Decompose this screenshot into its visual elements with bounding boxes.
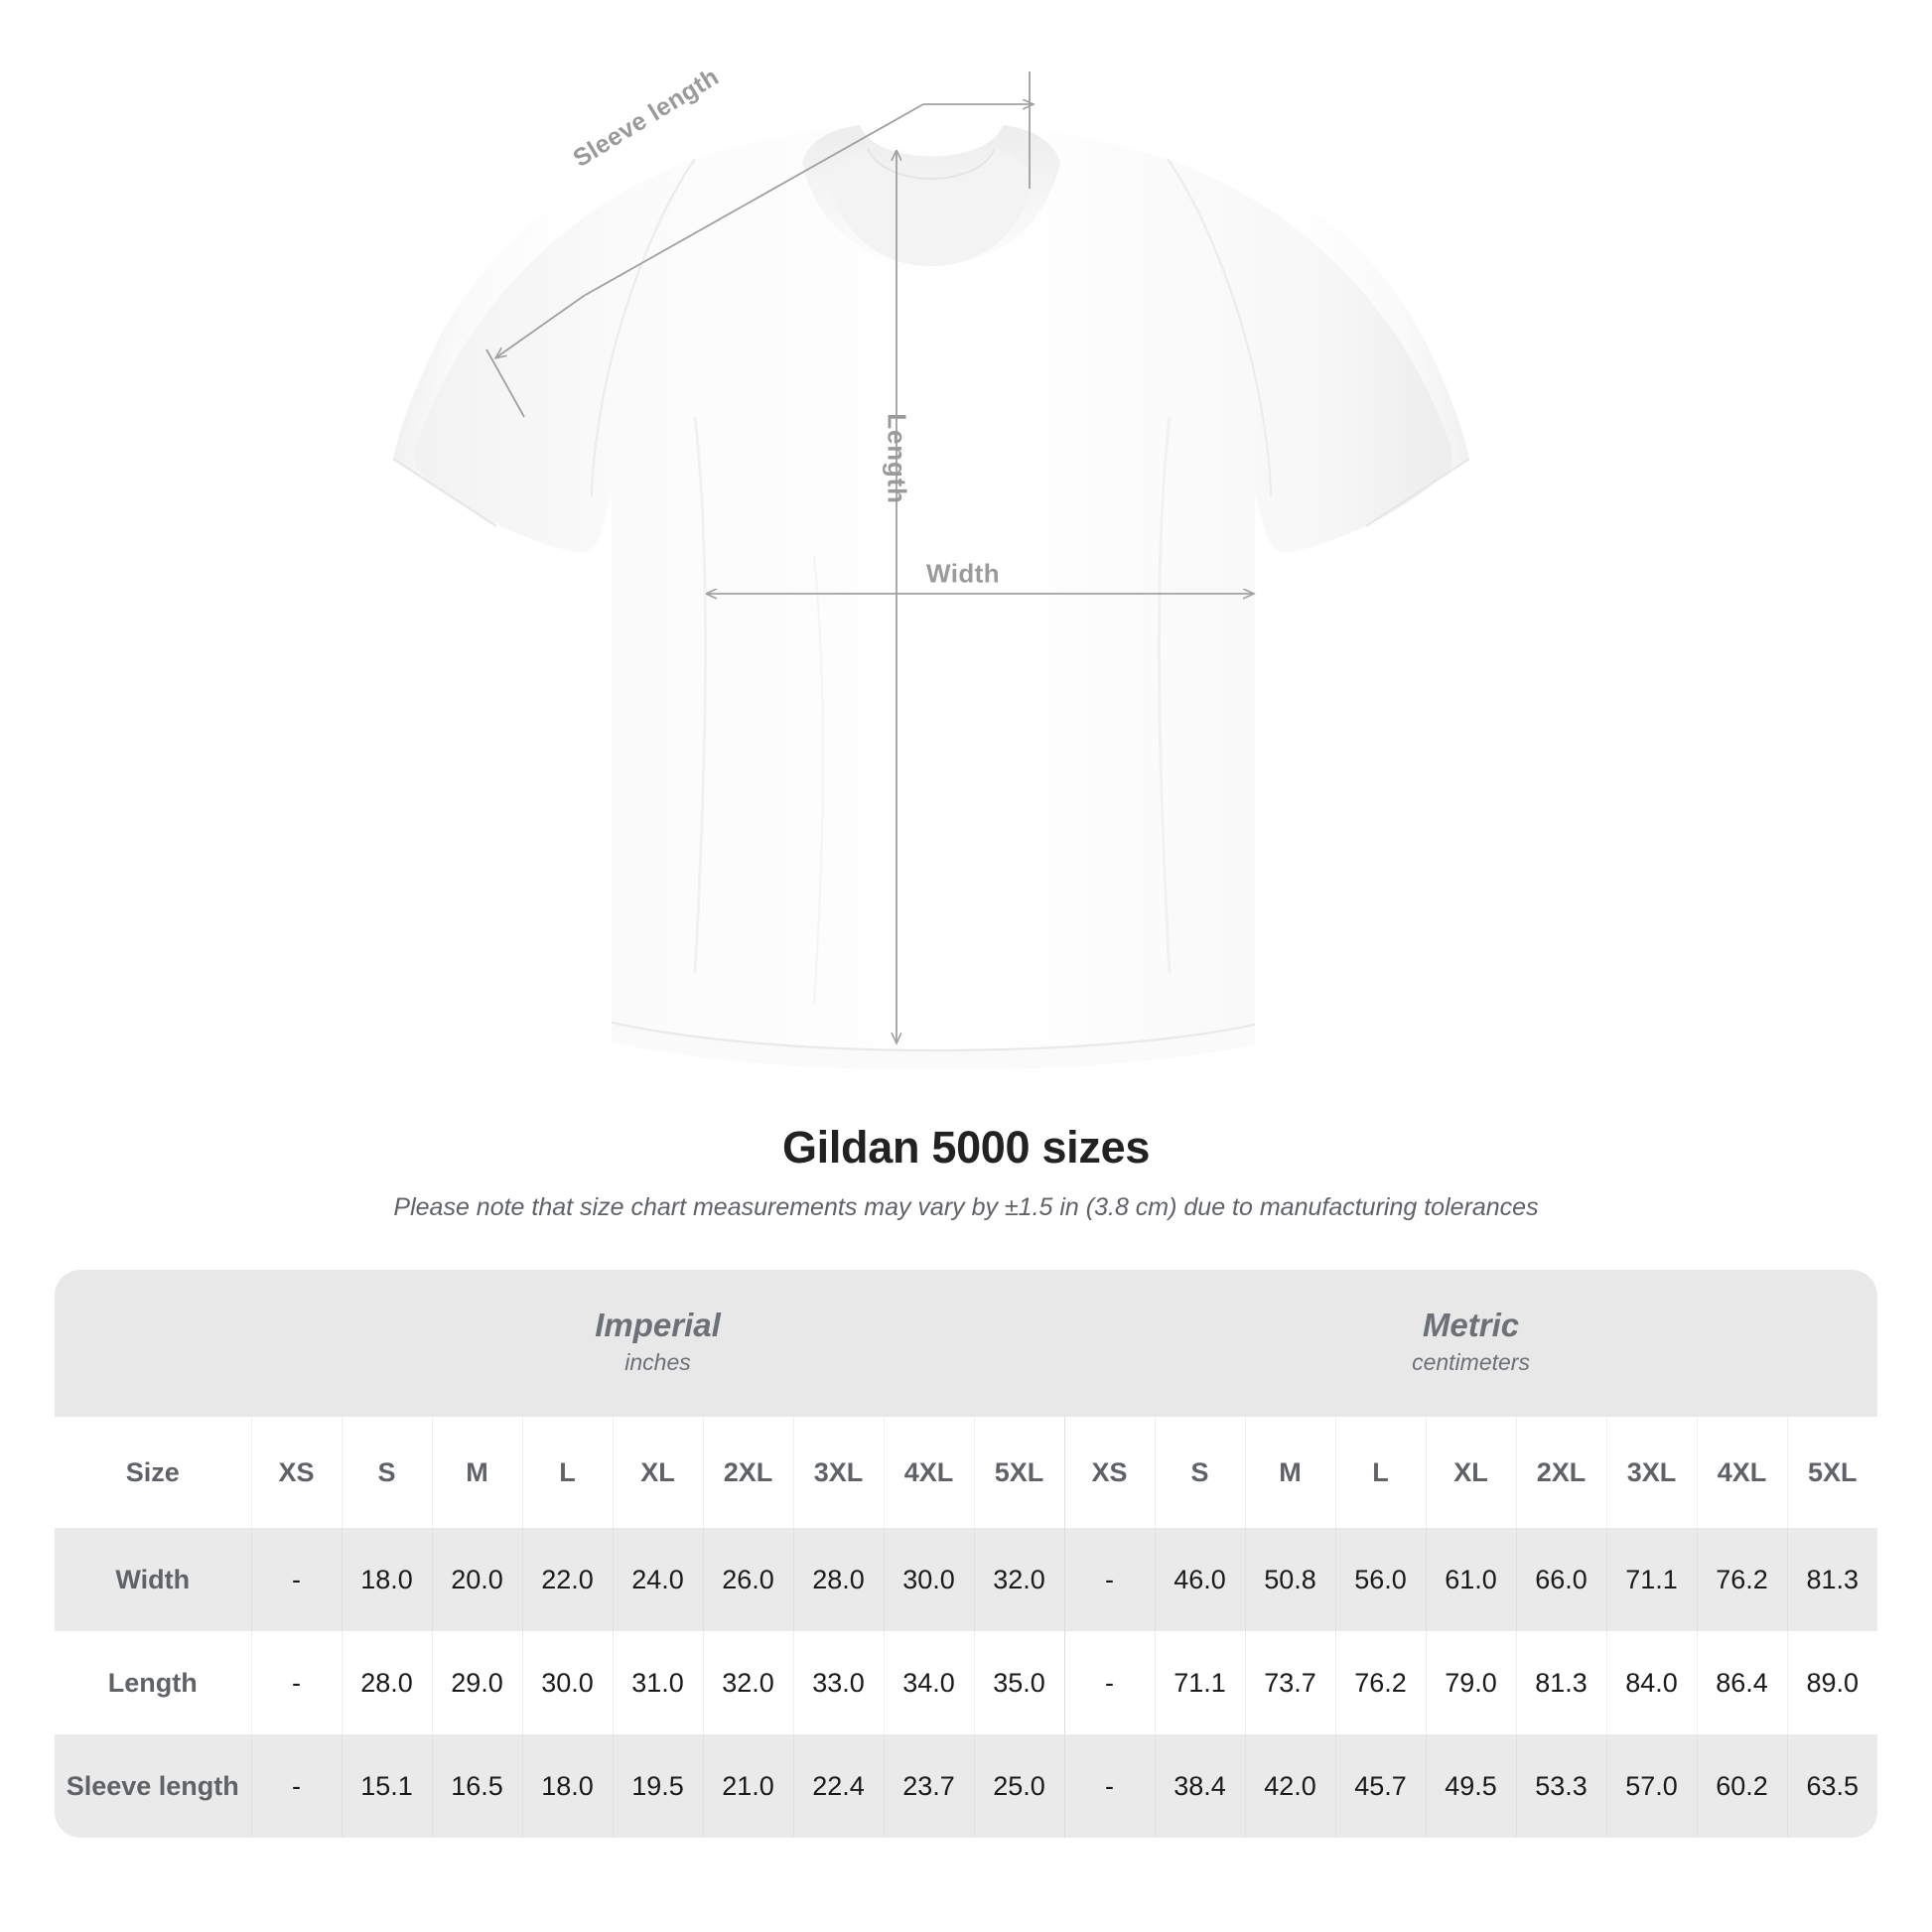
- cell-length-imperial-xs: -: [250, 1631, 342, 1734]
- cell-width-metric-3xl: 71.1: [1605, 1528, 1697, 1631]
- cell-length-imperial-4xl: 34.0: [883, 1631, 974, 1734]
- size-col-imperial-5xl: 5XL: [973, 1417, 1064, 1528]
- chart-heading-block: Gildan 5000 sizes Please note that size …: [0, 1122, 1932, 1222]
- cell-sleeve-imperial-l: 18.0: [521, 1734, 613, 1838]
- sleeve-length-dimension: [485, 71, 1033, 418]
- size-col-metric-3xl: 3XL: [1605, 1417, 1697, 1528]
- cell-width-imperial-2xl: 26.0: [702, 1528, 793, 1631]
- unit-name-metric: Metric: [1422, 1307, 1520, 1344]
- cell-sleeve-metric-5xl: 63.5: [1786, 1734, 1878, 1838]
- size-col-imperial-s: S: [341, 1417, 432, 1528]
- cell-width-imperial-s: 18.0: [341, 1528, 432, 1631]
- size-chart-table-wrapper: Imperial inches Metric centimeters Size …: [55, 1270, 1878, 1838]
- size-col-imperial-m: M: [431, 1417, 522, 1528]
- unit-group-metric: Metric centimeters: [1064, 1270, 1878, 1417]
- cell-width-imperial-l: 22.0: [521, 1528, 613, 1631]
- cell-sleeve-imperial-s: 15.1: [341, 1734, 432, 1838]
- size-col-imperial-3xl: 3XL: [792, 1417, 884, 1528]
- cell-length-metric-5xl: 89.0: [1786, 1631, 1878, 1734]
- tshirt-body-shape: [392, 125, 1470, 1070]
- cell-width-metric-m: 50.8: [1244, 1528, 1335, 1631]
- cell-sleeve-metric-3xl: 57.0: [1605, 1734, 1697, 1838]
- cell-length-imperial-5xl: 35.0: [973, 1631, 1064, 1734]
- cell-width-imperial-xl: 24.0: [612, 1528, 703, 1631]
- cell-sleeve-metric-m: 42.0: [1244, 1734, 1335, 1838]
- cell-length-metric-s: 71.1: [1154, 1631, 1245, 1734]
- cell-sleeve-metric-s: 38.4: [1154, 1734, 1245, 1838]
- cell-sleeve-imperial-5xl: 25.0: [973, 1734, 1064, 1838]
- cell-width-imperial-m: 20.0: [431, 1528, 522, 1631]
- size-header-row: Size XS S M L XL 2XL 3XL 4XL 5XL XS S M …: [55, 1417, 1878, 1528]
- cell-sleeve-imperial-xs: -: [250, 1734, 342, 1838]
- size-col-metric-4xl: 4XL: [1696, 1417, 1787, 1528]
- size-col-metric-m: M: [1244, 1417, 1335, 1528]
- size-chart-table: Imperial inches Metric centimeters Size …: [55, 1270, 1878, 1838]
- cell-sleeve-metric-l: 45.7: [1334, 1734, 1426, 1838]
- cell-sleeve-imperial-3xl: 22.4: [792, 1734, 884, 1838]
- unit-band-row: Imperial inches Metric centimeters: [55, 1270, 1878, 1417]
- tolerance-note: Please note that size chart measurements…: [393, 1193, 1539, 1221]
- cell-length-metric-m: 73.7: [1244, 1631, 1335, 1734]
- cell-width-metric-s: 46.0: [1154, 1528, 1245, 1631]
- size-col-metric-xs: XS: [1063, 1417, 1155, 1528]
- cell-width-metric-xs: -: [1063, 1528, 1155, 1631]
- size-col-imperial-4xl: 4XL: [883, 1417, 974, 1528]
- cell-width-metric-2xl: 66.0: [1515, 1528, 1606, 1631]
- cell-sleeve-metric-xl: 49.5: [1425, 1734, 1516, 1838]
- size-col-imperial-2xl: 2XL: [702, 1417, 793, 1528]
- cell-sleeve-metric-4xl: 60.2: [1696, 1734, 1787, 1838]
- size-col-metric-l: L: [1334, 1417, 1426, 1528]
- unit-name-imperial: Imperial: [595, 1307, 721, 1344]
- cell-length-imperial-xl: 31.0: [612, 1631, 703, 1734]
- row-header-length: Length: [55, 1631, 251, 1734]
- size-col-metric-s: S: [1154, 1417, 1245, 1528]
- cell-length-imperial-m: 29.0: [431, 1631, 522, 1734]
- row-header-sleeve-length: Sleeve length: [55, 1734, 251, 1838]
- cell-sleeve-imperial-2xl: 21.0: [702, 1734, 793, 1838]
- cell-width-imperial-5xl: 32.0: [973, 1528, 1064, 1631]
- cell-length-metric-xs: -: [1063, 1631, 1155, 1734]
- page-title: Gildan 5000 sizes: [781, 1122, 1151, 1173]
- size-col-imperial-xs: XS: [250, 1417, 342, 1528]
- size-col-metric-5xl: 5XL: [1786, 1417, 1878, 1528]
- table-row: Width - 18.0 20.0 22.0 24.0 26.0 28.0 30…: [55, 1528, 1878, 1631]
- cell-width-imperial-4xl: 30.0: [883, 1528, 974, 1631]
- cell-sleeve-imperial-4xl: 23.7: [883, 1734, 974, 1838]
- cell-width-metric-l: 56.0: [1334, 1528, 1426, 1631]
- cell-length-metric-2xl: 81.3: [1515, 1631, 1606, 1734]
- cell-sleeve-imperial-xl: 19.5: [612, 1734, 703, 1838]
- unit-group-imperial: Imperial inches: [251, 1270, 1064, 1417]
- cell-length-imperial-s: 28.0: [341, 1631, 432, 1734]
- width-label: Width: [926, 558, 1000, 589]
- cell-length-imperial-3xl: 33.0: [792, 1631, 884, 1734]
- tshirt-diagram: Sleeve length Length Width: [392, 63, 1470, 1070]
- cell-width-imperial-xs: -: [250, 1528, 342, 1631]
- table-row: Length - 28.0 29.0 30.0 31.0 32.0 33.0 3…: [55, 1631, 1878, 1734]
- cell-sleeve-metric-2xl: 53.3: [1515, 1734, 1606, 1838]
- cell-sleeve-imperial-m: 16.5: [431, 1734, 522, 1838]
- cell-length-metric-4xl: 86.4: [1696, 1631, 1787, 1734]
- cell-sleeve-metric-xs: -: [1063, 1734, 1155, 1838]
- row-header-width: Width: [55, 1528, 251, 1631]
- cell-length-metric-3xl: 84.0: [1605, 1631, 1697, 1734]
- unit-sub-imperial: inches: [624, 1349, 691, 1376]
- size-col-metric-xl: XL: [1425, 1417, 1516, 1528]
- cell-length-imperial-2xl: 32.0: [702, 1631, 793, 1734]
- cell-length-imperial-l: 30.0: [521, 1631, 613, 1734]
- size-col-imperial-xl: XL: [612, 1417, 703, 1528]
- cell-width-metric-xl: 61.0: [1425, 1528, 1516, 1631]
- cell-width-imperial-3xl: 28.0: [792, 1528, 884, 1631]
- size-col-metric-2xl: 2XL: [1515, 1417, 1606, 1528]
- table-row: Sleeve length - 15.1 16.5 18.0 19.5 21.0…: [55, 1734, 1878, 1838]
- unit-sub-metric: centimeters: [1412, 1349, 1530, 1376]
- cell-width-metric-4xl: 76.2: [1696, 1528, 1787, 1631]
- unit-band-spacer: [55, 1270, 251, 1417]
- size-col-imperial-l: L: [521, 1417, 613, 1528]
- tshirt-illustration: [392, 71, 1470, 1070]
- cell-length-metric-xl: 79.0: [1425, 1631, 1516, 1734]
- cell-width-metric-5xl: 81.3: [1786, 1528, 1878, 1631]
- column-header-size: Size: [55, 1417, 251, 1528]
- length-label: Length: [882, 413, 912, 504]
- cell-length-metric-l: 76.2: [1334, 1631, 1426, 1734]
